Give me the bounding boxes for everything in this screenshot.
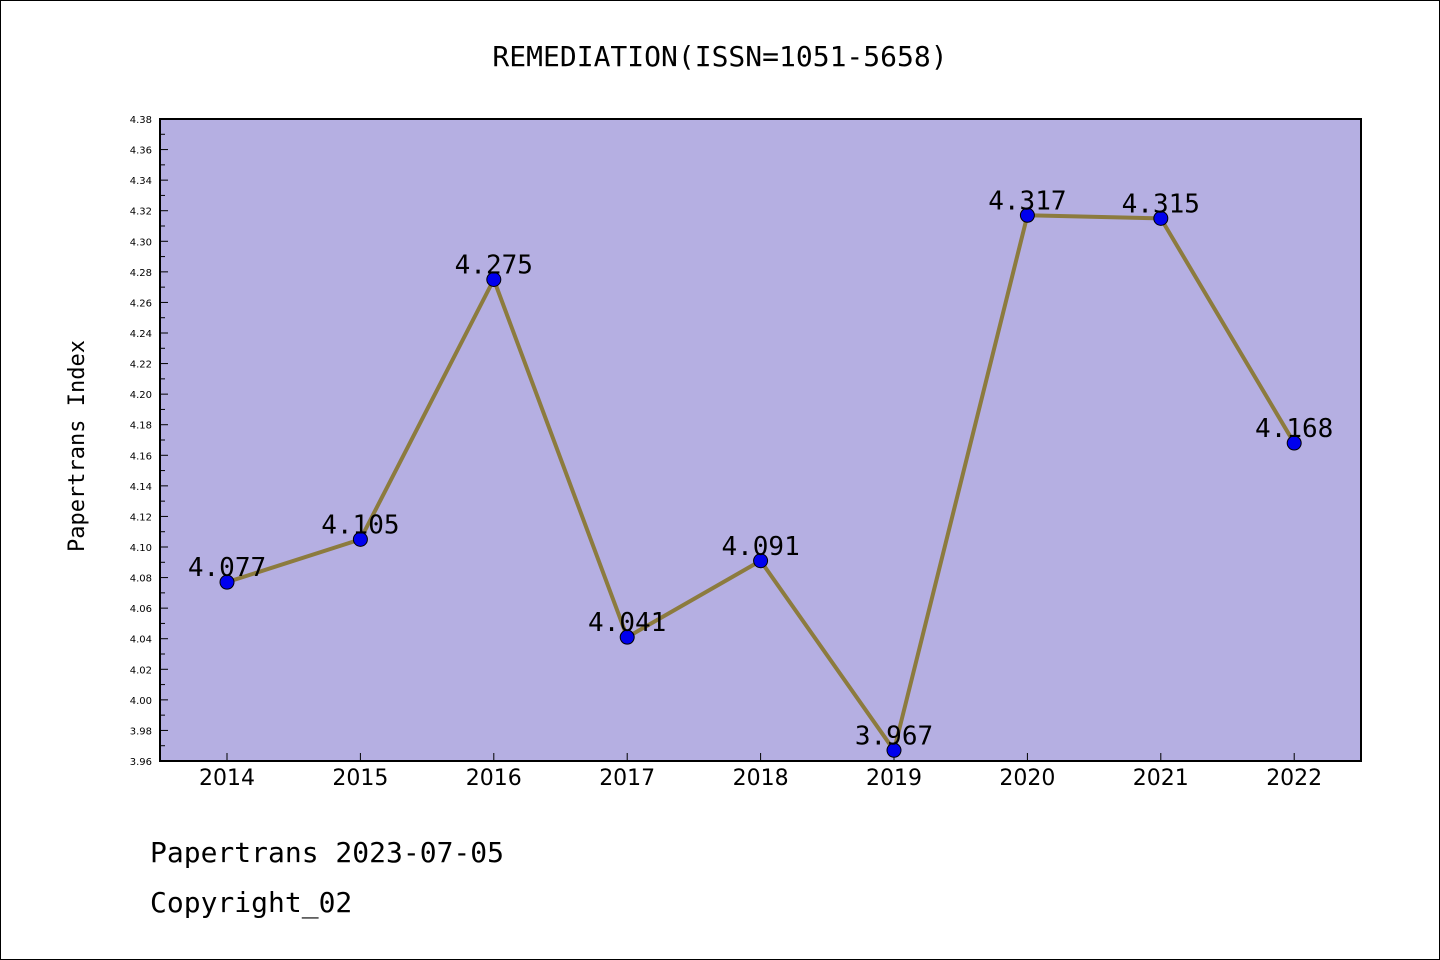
data-point (219, 574, 235, 590)
y-tick-label: 4.18 (130, 421, 152, 432)
data-point (352, 531, 368, 547)
y-tick-label: 4.08 (130, 574, 152, 585)
y-axis-label: Papertrans Index (65, 340, 90, 552)
data-point (1286, 435, 1302, 451)
x-tick-label: 2019 (866, 766, 922, 791)
x-tick-label: 2014 (199, 766, 255, 791)
data-label: 4.317 (988, 186, 1066, 216)
footer-copyright: Copyright_02 (150, 886, 353, 919)
points-group (219, 207, 1302, 758)
x-tick-label: 2016 (466, 766, 522, 791)
data-point (1019, 207, 1035, 223)
footer-date: Papertrans 2023-07-05 (150, 836, 505, 869)
data-label: 4.077 (188, 553, 266, 583)
x-tick-label: 2017 (599, 766, 655, 791)
data-labels-group: 4.077 4.105 4.275 4.041 4.091 3.967 4.317 4.315… (188, 186, 1333, 751)
y-axis: 3.96 3.98 4.00 4.02 4.04 4.06 4.08 4.10 4.12 4.14… (130, 115, 168, 768)
y-tick-label: 4.38 (130, 115, 152, 126)
y-tick-label: 3.96 (130, 757, 152, 768)
y-tick-label: 4.26 (130, 298, 152, 309)
y-tick-label: 4.10 (130, 543, 152, 554)
data-point (486, 272, 502, 287)
y-tick-label: 4.36 (130, 146, 152, 157)
data-label: 4.041 (588, 608, 666, 638)
y-tick-label: 4.32 (130, 207, 152, 218)
data-point (886, 742, 902, 758)
y-tick-label: 4.06 (130, 604, 152, 615)
data-label: 3.967 (855, 721, 933, 751)
y-tick-label: 4.00 (130, 696, 152, 707)
y-tick-label: 4.24 (130, 329, 152, 340)
y-tick-label: 4.20 (130, 390, 152, 401)
y-tick-label: 4.16 (130, 451, 152, 462)
y-tick-label: 4.34 (130, 176, 152, 187)
data-point (619, 629, 635, 645)
x-tick-label: 2021 (1133, 766, 1189, 791)
y-tick-label: 4.04 (130, 635, 152, 646)
data-point (753, 553, 769, 569)
y-tick-label: 4.22 (130, 360, 152, 371)
data-label: 4.275 (455, 251, 533, 281)
x-tick-label: 2022 (1266, 766, 1322, 791)
y-tick-label: 4.02 (130, 665, 152, 676)
y-tick-label: 4.28 (130, 268, 152, 279)
plot-area (159, 118, 1362, 762)
data-label: 4.315 (1122, 189, 1200, 219)
x-tick-label: 2015 (332, 766, 388, 791)
data-point (1153, 210, 1169, 226)
chart-title: REMEDIATION(ISSN=1051-5658) (492, 40, 947, 73)
data-label: 4.168 (1255, 414, 1333, 444)
y-tick-label: 3.98 (130, 726, 152, 737)
y-tick-label: 4.12 (130, 512, 152, 523)
x-tick-label: 2020 (999, 766, 1055, 791)
data-label: 4.105 (321, 510, 399, 540)
data-label: 4.091 (721, 532, 799, 562)
x-tick-label: 2018 (733, 766, 789, 791)
y-tick-label: 4.14 (130, 482, 152, 493)
y-tick-label: 4.30 (130, 237, 152, 248)
x-axis: 2014 2015 2016 2017 2018 2019 2020 2021 2022 (199, 753, 1322, 791)
